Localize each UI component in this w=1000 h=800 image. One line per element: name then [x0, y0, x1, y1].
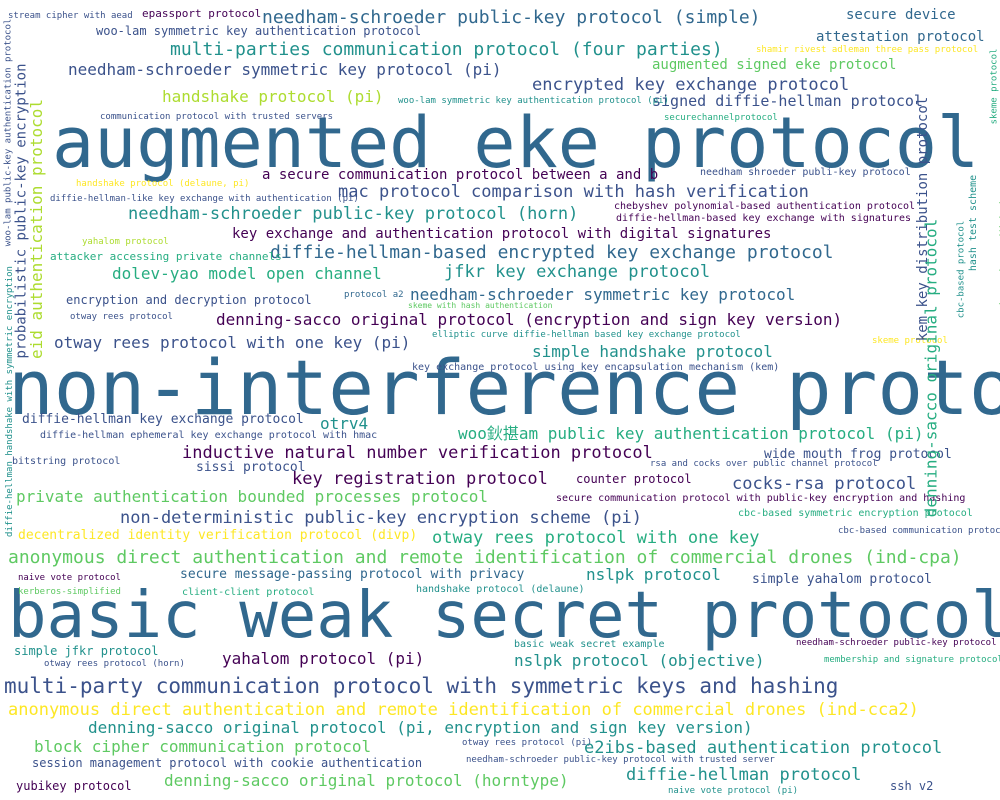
word: denning-sacco original protocol (pi, enc… — [88, 718, 753, 737]
word: ssh v2 — [890, 779, 934, 793]
word: diffie-hellman-based key exchange with s… — [616, 213, 912, 224]
word: otway rees protocol — [70, 312, 173, 322]
word: session management protocol with cookie … — [32, 756, 423, 770]
word: needham-schroeder symmetric key protocol… — [68, 60, 502, 79]
word: e2ibs-based authentication protocol — [584, 738, 943, 758]
word: denning-sacco original protocol (encrypt… — [216, 310, 843, 329]
word: diffie-hellman protocol — [626, 765, 862, 785]
word: anonymous direct authentication and remo… — [8, 547, 962, 568]
word: basic weak secret protocol — [8, 579, 1000, 653]
word-vertical: skeme protocol — [989, 48, 1000, 125]
word: signed diffie-hellman protocol — [652, 92, 923, 110]
word: wide mouth frog protocol — [764, 447, 952, 462]
word: encrypted key exchange protocol — [532, 75, 850, 95]
word: multi-party communication protocol with … — [4, 674, 839, 698]
word: securechannelprotocol — [664, 113, 778, 123]
word: needham-schroeder public-key protocol (h… — [128, 204, 579, 224]
word: skeme protocol — [872, 336, 948, 346]
word: stream cipher with aead — [8, 11, 133, 21]
word: woo-lam symmetric key authentication pro… — [398, 96, 669, 106]
word: otway rees protocol (pi) — [462, 738, 593, 748]
word: otway rees protocol with one key — [432, 528, 760, 548]
word: bitstring protocol — [12, 456, 121, 467]
word: key registration protocol — [292, 469, 548, 489]
word: cbc-based symmetric encryption protocol — [738, 508, 973, 519]
word: secure message-passing protocol with pri… — [180, 567, 525, 582]
word: otway rees protocol with one key (pi) — [54, 333, 411, 352]
word: otway rees protocol (horn) — [44, 659, 185, 669]
word: simple handshake protocol — [532, 342, 773, 361]
word: yahalom protocol — [82, 237, 169, 247]
word: yubikey protocol — [16, 779, 132, 793]
word: skeme with hash authentication — [408, 301, 553, 310]
word: simple yahalom protocol — [752, 572, 933, 587]
word-vertical: cbc-based protocol — [956, 220, 967, 319]
word: diffie-hellman ephemeral key exchange pr… — [40, 430, 378, 441]
word: chebyshev polynomial-based authenticatio… — [614, 201, 916, 212]
word: secure communication protocol with publi… — [556, 493, 966, 504]
word: woo鈥揕am public key authentication protoc… — [458, 424, 924, 443]
word: jfkr key exchange protocol — [444, 262, 711, 282]
word: block cipher communication protocol — [34, 737, 372, 756]
word: decentralized identity verification prot… — [18, 528, 418, 543]
word-vertical: diffie-hellman handshake with symmetric … — [4, 266, 15, 537]
word: nslpk protocol (objective) — [514, 651, 765, 670]
word: key exchange and authentication protocol… — [232, 226, 772, 242]
word: kerberos-simplified — [18, 587, 121, 597]
word: non-interference protocol — [8, 343, 1000, 432]
word: woo-lam symmetric key authentication pro… — [96, 24, 422, 38]
word: augmented eke protocol — [52, 102, 980, 184]
word: needham-schroeder public-key protocol wi… — [466, 755, 775, 765]
word: secure device — [846, 7, 956, 23]
word: handshake protocol (delaune) — [416, 584, 585, 595]
word: anonymous direct authentication and remo… — [8, 700, 919, 720]
word: diffie-hellman-based encrypted key excha… — [270, 242, 834, 263]
word: elliptic curve diffie-hellman based key … — [432, 330, 741, 340]
word: needham-schroeder public-key protocol — [796, 638, 997, 648]
word: rsa and cocks over public channel protoc… — [650, 459, 878, 469]
word: dolev-yao model open channel — [112, 264, 382, 283]
word: naive vote protocol — [18, 573, 121, 583]
word: multi-parties communication protocol (fo… — [170, 39, 723, 60]
word-vertical: denning-sacco original protocol — [921, 218, 941, 518]
word: diffie-hellman-like key exchange with au… — [50, 194, 359, 204]
word: shamir rivest adleman three pass protoco… — [756, 45, 979, 55]
word: handshake protocol (pi) — [162, 87, 384, 106]
word: needham-schroeder symmetric key protocol — [410, 285, 796, 304]
word: counter protocol — [576, 472, 692, 486]
word: a secure communication protocol between … — [262, 167, 659, 183]
word: attacker accessing private channels — [50, 250, 282, 263]
word: simple jfkr protocol — [14, 644, 159, 658]
word: private authentication bounded processes… — [16, 487, 489, 506]
word: diffie-hellman key exchange protocol — [22, 412, 304, 427]
word: denning-sacco original protocol (horntyp… — [164, 771, 569, 790]
word: augmented signed eke protocol — [652, 57, 897, 73]
word-vertical: hash test scheme — [968, 174, 980, 272]
word: client-client protocol — [182, 587, 315, 598]
word: key exchange protocol using key encapsul… — [412, 362, 780, 373]
word: communication protocol with trusted serv… — [100, 112, 333, 122]
word: yahalom protocol (pi) — [222, 649, 425, 668]
word: encryption and decryption protocol — [66, 293, 312, 307]
word: mac protocol comparison with hash verifi… — [338, 182, 809, 202]
word: cocks-rsa protocol — [732, 474, 917, 494]
word: handshake protocol (delaune, pi) — [76, 179, 250, 189]
word: cbc-based communication protocol — [838, 526, 1000, 536]
word: inductive natural number verification pr… — [182, 443, 653, 463]
word: nslpk protocol — [586, 565, 721, 584]
word: protocol a2 — [344, 290, 404, 300]
word: epassport protocol — [142, 7, 262, 20]
word: needham shroeder publi-key protocol — [700, 167, 911, 178]
word: naive vote protocol (pi) — [668, 786, 799, 796]
word: otrv4 — [320, 414, 369, 433]
word-vertical: woo-lam public-key authentication protoc… — [3, 18, 14, 247]
word: basic weak secret example — [514, 639, 665, 650]
word: attestation protocol — [816, 29, 985, 45]
word-vertical: eid authentication protocol — [27, 98, 47, 360]
word: needham-schroeder public-key protocol (s… — [262, 7, 761, 28]
word: non-deterministic public-key encryption … — [120, 508, 642, 528]
word: sissi protocol — [196, 460, 306, 475]
word: membership and signature protocol — [824, 655, 1000, 665]
